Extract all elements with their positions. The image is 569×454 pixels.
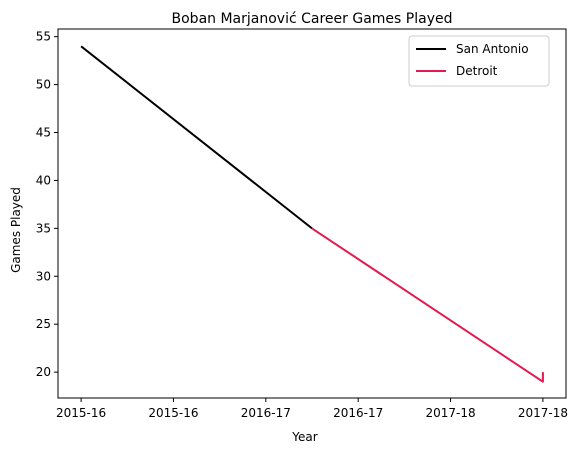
x-tick-label: 2016-17	[241, 406, 291, 420]
y-tick-label: 20	[36, 365, 51, 379]
y-tick-label: 35	[36, 221, 51, 235]
y-tick-label: 40	[36, 173, 51, 187]
x-tick-label: 2017-18	[518, 406, 568, 420]
y-tick-label: 25	[36, 317, 51, 331]
series-line-san-antonio	[80, 45, 313, 230]
x-tick-label: 2017-18	[425, 406, 475, 420]
plot-frame	[57, 28, 567, 399]
legend-label: San Antonio	[456, 42, 529, 56]
y-tick-label: 30	[36, 269, 51, 283]
x-tick-label: 2016-17	[333, 406, 383, 420]
x-axis-label: Year	[291, 430, 317, 444]
x-tick-label: 2015-16	[56, 406, 106, 420]
series-line-detroit	[311, 227, 544, 383]
legend: San Antonio Detroit	[408, 35, 550, 87]
plot-area	[80, 45, 544, 383]
y-tick-label: 55	[36, 30, 51, 44]
x-axis: 2015-16 2015-16 2016-17 2016-17 2017-18 2017-…	[56, 398, 568, 420]
y-axis-label: Games Played	[9, 187, 23, 273]
x-tick-label: 2015-16	[148, 406, 198, 420]
y-tick-label: 50	[36, 78, 51, 92]
legend-label: Detroit	[456, 64, 498, 78]
chart-title: Boban Marjanović Career Games Played	[172, 11, 453, 27]
y-axis: 20 25 30 35 40 45 50 55	[36, 30, 58, 379]
y-tick-label: 45	[36, 126, 51, 140]
